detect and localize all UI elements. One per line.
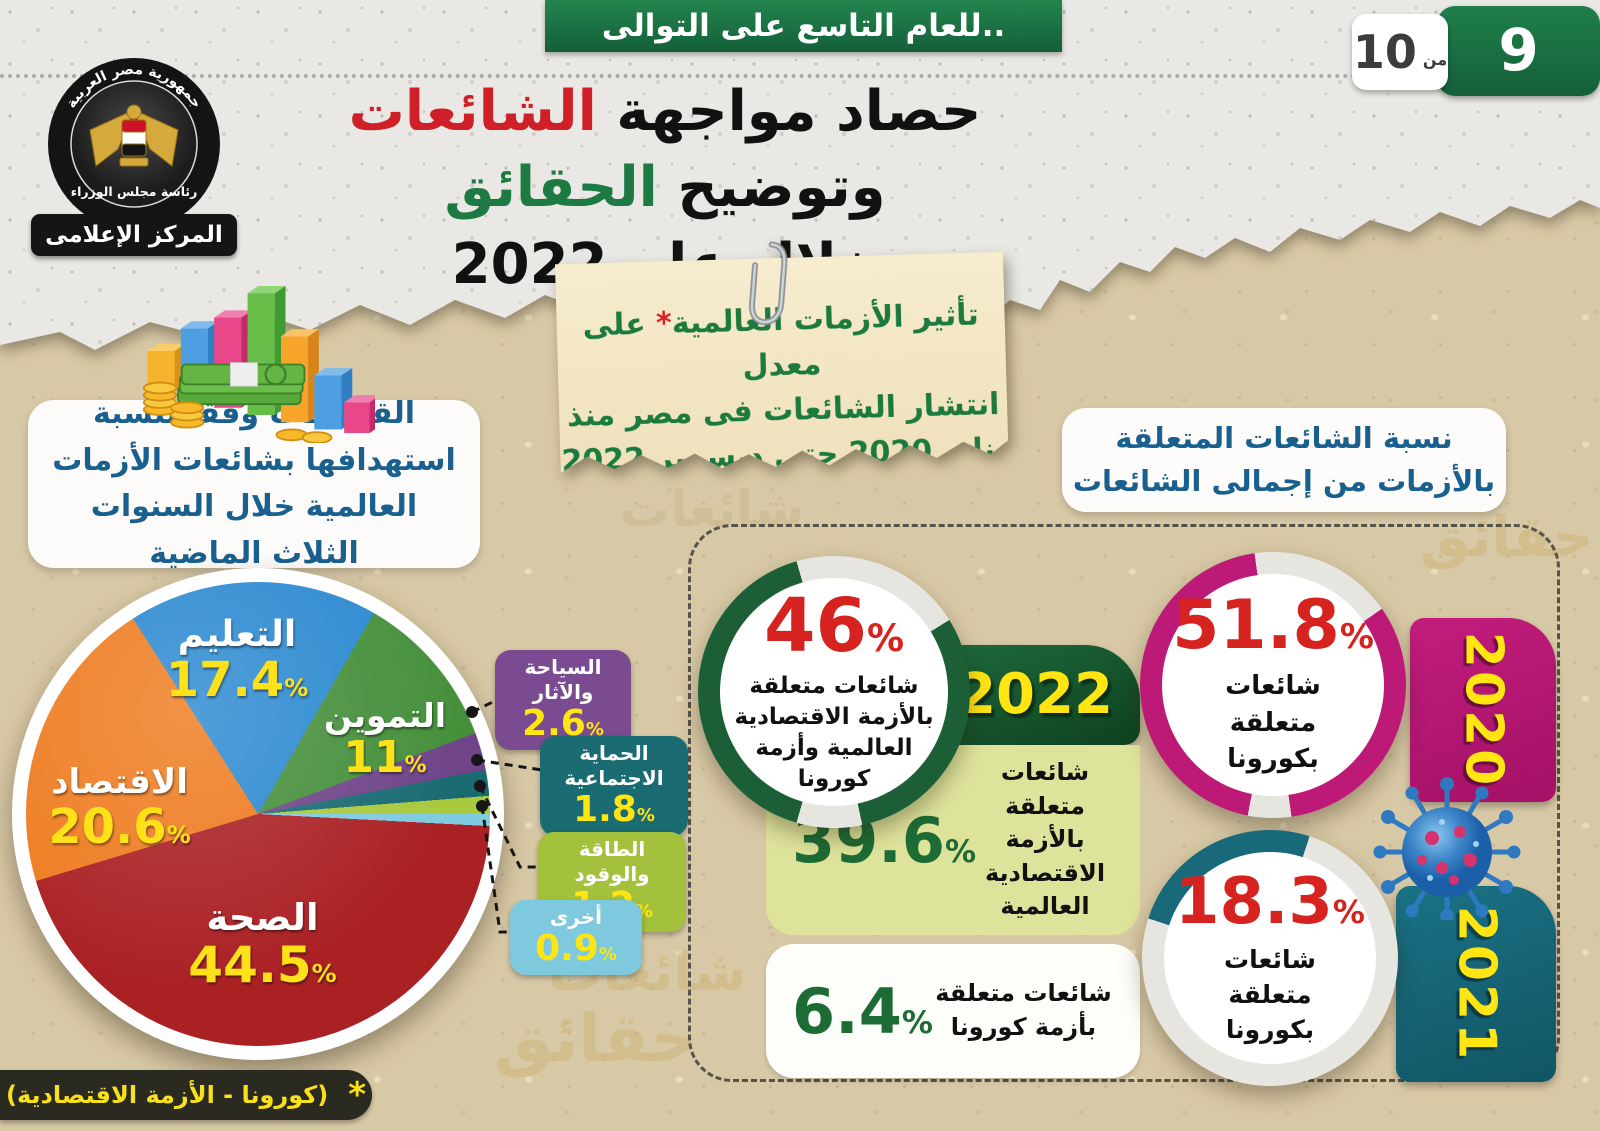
- year-label: 2021: [1445, 905, 1506, 1063]
- watermark-text: حقائق: [1420, 505, 1594, 570]
- badge-label: الطاقة والوقود: [574, 837, 650, 886]
- torn-paper-top-edge: [0, 0, 1600, 350]
- year-tab-2020: 2020: [1410, 618, 1556, 802]
- logo-ribbon-banner: المركز الإعلامى: [31, 214, 237, 256]
- paperclip-icon: [748, 241, 788, 326]
- slice-label: التعليم: [177, 614, 297, 655]
- money-stack-icon: [177, 362, 306, 406]
- donut-2022: 46% شائعات متعلقة بالأزمة الاقتصادية الع…: [698, 556, 970, 828]
- slice-value: 17.4%: [165, 652, 309, 708]
- top-banner-ribbon: للعام التاسع على التوالى..: [545, 0, 1062, 52]
- right-heading-line2: بالأزمات من إجمالى الشائعات: [1072, 464, 1496, 498]
- donut-2020-content: 51.8% شائعات متعلقة بكورونا: [1162, 574, 1384, 796]
- pie-label-economy: الاقتصاد 20.6%: [32, 762, 207, 852]
- year-tab-2021: 2021: [1396, 886, 1556, 1082]
- page-number-current: 9: [1437, 6, 1600, 96]
- right-section-heading: نسبة الشائعات المتعلقة بالأزمات من إجمال…: [1062, 408, 1506, 512]
- badge-other: أخرى 0.9%: [510, 900, 642, 975]
- badge-label: الحماية الاجتماعية: [564, 741, 664, 790]
- logo-ribbon-text: المركز الإعلامى: [45, 222, 223, 248]
- row-corona-crisis-2022: شائعات متعلقة بأزمة كورونا 6.4%: [766, 944, 1140, 1078]
- eagle-emblem-icon: جمهورية مصر العربية رئاسة مجلس الوزراء: [48, 58, 220, 230]
- left-section-heading: القطاعات وفقاً لنسبة استهدافها بشائعات ا…: [28, 396, 480, 571]
- title-part: وتوضيح: [677, 154, 886, 220]
- title-part-rumors: الشائعات: [348, 79, 597, 144]
- right-heading-line1: نسبة الشائعات المتعلقة: [1115, 420, 1453, 455]
- page-title-line1: حصاد مواجهة الشائعات وتوضيح الحقائق: [250, 74, 1080, 225]
- badge-label: السياحة والآثار: [524, 655, 602, 704]
- coronavirus-icon: [1373, 777, 1521, 920]
- note-asterisk: *: [655, 306, 673, 342]
- donut-2021-content: 18.3% شائعات متعلقة بكورونا: [1164, 852, 1376, 1064]
- slice-label: الاقتصاد: [51, 762, 188, 802]
- year-label: 2022: [957, 662, 1113, 727]
- footnote-text: (كورونا - الأزمة الاقتصادية): [6, 1081, 329, 1109]
- page-current-value: 9: [1498, 16, 1539, 84]
- donut-value: 51.8%: [1172, 586, 1374, 666]
- title-part: حصاد مواجهة: [616, 79, 982, 144]
- title-part-facts: الحقائق: [444, 154, 658, 220]
- dotted-divider-line: [0, 74, 1445, 78]
- logo-arc-bottom-text: رئاسة مجلس الوزراء: [71, 184, 198, 199]
- donut-2022-content: 46% شائعات متعلقة بالأزمة الاقتصادية الع…: [720, 578, 948, 806]
- watermark-text: حقائق: [494, 1000, 699, 1077]
- golden-eagle-icon: [89, 104, 179, 167]
- bar-chart-money-illustration: [142, 285, 375, 443]
- donut-2021: 18.3% شائعات متعلقة بكورونا: [1142, 830, 1398, 1086]
- pie-label-supply: التموين 11%: [310, 696, 460, 781]
- donut-2020: 51.8% شائعات متعلقة بكورونا: [1140, 552, 1406, 818]
- slice-label: الصحة: [206, 896, 319, 939]
- sticky-note: تأثير الأزمات العالمية* على معدل انتشار …: [555, 241, 1009, 486]
- badge-value: 0.9%: [535, 928, 617, 969]
- pie-label-health: الصحة 44.5%: [160, 896, 365, 992]
- slice-value: 44.5%: [188, 936, 337, 994]
- page-number-total: من 10: [1352, 14, 1448, 90]
- banner-text: للعام التاسع على التوالى..: [601, 8, 1006, 44]
- row-value: 6.4%: [792, 974, 933, 1048]
- badge-social-protection: الحماية الاجتماعية 1.8%: [540, 736, 688, 836]
- donut-value: 46%: [763, 582, 905, 669]
- footnote-legend: * (كورونا - الأزمة الاقتصادية): [0, 1070, 372, 1120]
- badge-tourism-antiquities: السياحة والآثار 2.6%: [495, 650, 631, 750]
- donut-label: شائعات متعلقة بكورونا: [1224, 944, 1316, 1044]
- row-label: شائعات متعلقة بالأزمة الاقتصادية العالمي…: [984, 758, 1106, 921]
- year-label: 2020: [1453, 631, 1514, 789]
- donut-value: 18.3%: [1175, 864, 1365, 939]
- pie-label-education: التعليم 17.4%: [142, 614, 332, 705]
- donut-label: شائعات متعلقة بالأزمة الاقتصادية العالمي…: [734, 672, 934, 793]
- crisis-rumors-panel: [688, 524, 1560, 1082]
- page-of-label: من: [1422, 49, 1448, 69]
- pie-plot-area: [26, 582, 490, 1046]
- page-total-value: 10: [1352, 25, 1417, 79]
- slice-value: 11%: [343, 732, 427, 783]
- sectors-pie-chart: التعليم 17.4% التموين 11% الاقتصاد 20.6%…: [12, 568, 504, 1060]
- note-line1-text: تأثير الأزمات العالمية: [671, 297, 980, 342]
- pie-callout-lines: [466, 696, 544, 934]
- slice-value: 20.6%: [48, 799, 191, 855]
- row-label: شائعات متعلقة بأزمة كورونا: [935, 979, 1112, 1041]
- slice-label: التموين: [323, 696, 447, 735]
- government-emblem-logo: جمهورية مصر العربية رئاسة مجلس الوزراء ا…: [28, 52, 240, 257]
- badge-label: أخرى: [549, 905, 603, 929]
- gold-coins-icon: [142, 381, 333, 443]
- donut-label: شائعات متعلقة بكورونا: [1225, 671, 1321, 775]
- badge-value: 1.8%: [573, 789, 655, 830]
